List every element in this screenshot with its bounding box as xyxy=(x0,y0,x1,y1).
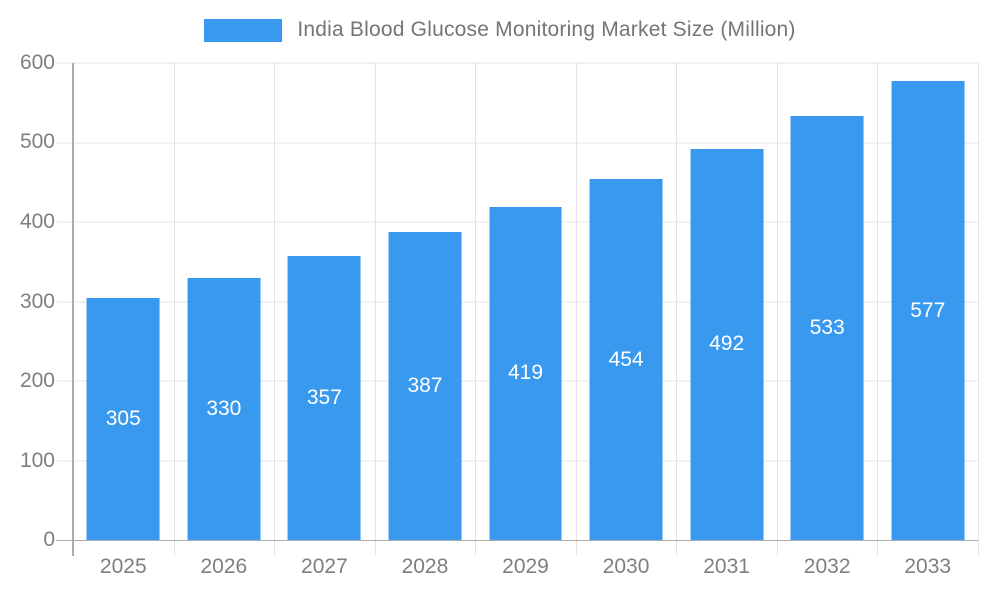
x-tick-label-2031: 2031 xyxy=(703,555,750,578)
legend-label: India Blood Glucose Monitoring Market Si… xyxy=(297,18,796,41)
gridline-x-8 xyxy=(877,63,879,556)
bar-2028[interactable]: 387 xyxy=(388,232,462,540)
gridline-y-500 xyxy=(57,142,978,143)
gridline-x-9 xyxy=(978,63,979,556)
legend-swatch[interactable] xyxy=(204,18,283,42)
y-tick-label-300: 300 xyxy=(19,289,55,313)
bar-value-label-2025: 305 xyxy=(105,406,141,430)
gridline-x-3 xyxy=(374,63,376,556)
y-tick-label-600: 600 xyxy=(19,51,55,74)
x-tick-label-2029: 2029 xyxy=(502,555,549,578)
x-axis-labels: 2025 2026 2027 2028 2029 2030 2031 2032 2033 xyxy=(73,555,978,585)
x-tick-label-2027: 2027 xyxy=(301,555,348,578)
bar-slot-2027: 357 xyxy=(274,63,375,540)
bar-slot-2030: 454 xyxy=(576,63,677,540)
y-axis-labels: 0 100 200 300 400 500 600 xyxy=(0,51,55,551)
bar-2032[interactable]: 533 xyxy=(790,116,864,540)
bar-2030[interactable]: 454 xyxy=(589,179,663,540)
x-tick-label-2026: 2026 xyxy=(200,555,248,578)
bar-series: 305 330 357 387 419 454 492 533 577 xyxy=(73,63,978,540)
bar-value-label-2027: 357 xyxy=(306,386,342,410)
gridline-x-1 xyxy=(173,63,175,556)
x-tick-label-2028: 2028 xyxy=(401,555,449,578)
bar-slot-2032: 533 xyxy=(777,63,878,540)
bar-2029[interactable]: 419 xyxy=(489,206,562,540)
gridline-x-2 xyxy=(274,63,276,556)
y-tick-label-500: 500 xyxy=(19,130,55,154)
bar-slot-2033: 577 xyxy=(878,63,979,540)
gridline-x-5 xyxy=(575,63,577,556)
bar-value-label-2026: 330 xyxy=(206,396,242,420)
y-tick-label-100: 100 xyxy=(19,448,55,472)
x-tick-label-2030: 2030 xyxy=(602,555,650,578)
plot-area: 305 330 357 387 419 454 492 533 577 xyxy=(56,62,979,556)
bar-2027[interactable]: 357 xyxy=(287,256,361,540)
gridline-y-600 xyxy=(57,62,978,64)
gridline-x-4 xyxy=(475,63,477,556)
legend[interactable]: India Blood Glucose Monitoring Market Si… xyxy=(0,18,1000,42)
bar-value-label-2028: 387 xyxy=(407,374,443,398)
bar-value-label-2032: 533 xyxy=(809,316,845,340)
bar-2025[interactable]: 305 xyxy=(86,297,160,540)
y-axis-line xyxy=(72,63,74,556)
x-tick-label-2033: 2033 xyxy=(904,555,952,578)
bar-2026[interactable]: 330 xyxy=(187,277,261,540)
bar-value-label-2033: 577 xyxy=(910,298,946,322)
gridline-x-6 xyxy=(676,63,678,556)
y-tick-label-200: 200 xyxy=(19,368,55,392)
y-tick-label-400: 400 xyxy=(19,209,55,233)
bar-slot-2026: 330 xyxy=(174,63,275,540)
bar-slot-2029: 419 xyxy=(475,63,576,540)
gridline-x-7 xyxy=(776,63,778,556)
bar-value-label-2031: 492 xyxy=(709,332,745,356)
x-tick-label-2025: 2025 xyxy=(99,555,147,578)
bar-slot-2028: 387 xyxy=(375,63,476,540)
bar-slot-2031: 492 xyxy=(676,63,777,540)
bar-value-label-2029: 419 xyxy=(508,361,544,385)
y-tick-label-0: 0 xyxy=(43,528,55,551)
bar-value-label-2030: 454 xyxy=(608,347,644,371)
x-tick-label-2032: 2032 xyxy=(803,555,851,578)
bar-slot-2025: 305 xyxy=(73,63,174,540)
bar-2031[interactable]: 492 xyxy=(690,148,764,540)
bar-2033[interactable]: 577 xyxy=(891,81,965,540)
x-axis-line xyxy=(56,539,978,541)
